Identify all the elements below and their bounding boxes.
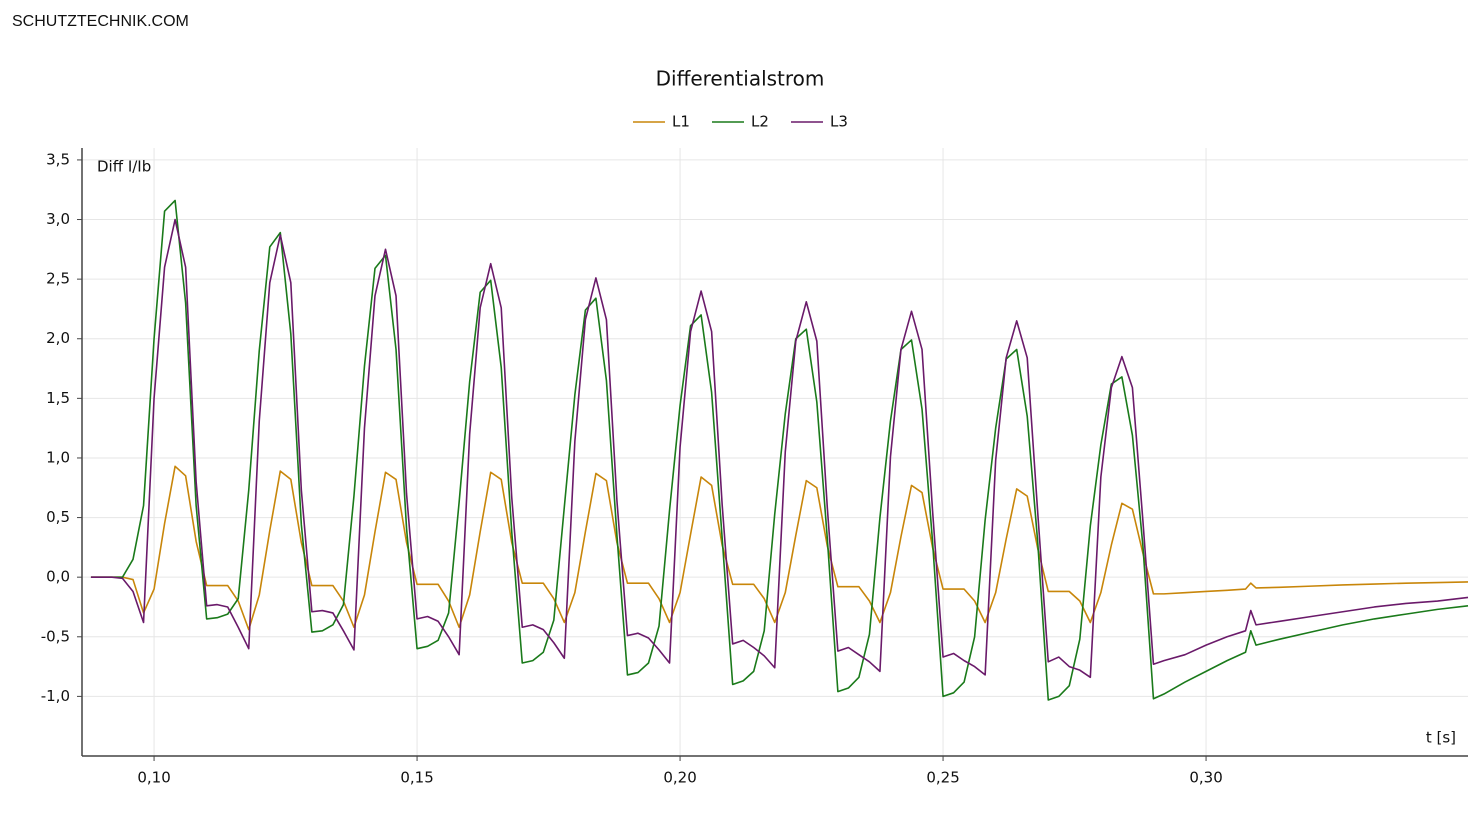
y-tick-label: -0,5 (41, 627, 70, 645)
y-tick-label: 2,0 (46, 329, 70, 347)
y-tick-label: 3,5 (46, 150, 70, 168)
y-tick-label: 0,0 (46, 568, 70, 586)
legend-label: L3 (830, 113, 848, 131)
x-tick-label: 0,20 (663, 769, 696, 787)
y-tick-label: 2,5 (46, 270, 70, 288)
y-tick-label: 3,0 (46, 210, 70, 228)
plot-area: -1,0 -0,5 0,0 0,5 1,0 1,5 2,0 2,5 3,0 3,5 0,10 0,15… (41, 121, 1469, 787)
x-tick-label: 0,15 (400, 769, 433, 787)
legend-label: L2 (751, 113, 769, 131)
y-tick-label: 1,5 (46, 389, 70, 407)
x-tick-label: 0,30 (1189, 769, 1222, 787)
x-tick-label: 0,25 (926, 769, 959, 787)
y-tick-label: -1,0 (41, 687, 70, 705)
watermark: SCHUTZTECHNIK.COM (12, 13, 189, 30)
chart-title: Differentialstrom (656, 67, 825, 91)
y-tick-label: 0,5 (46, 508, 70, 526)
series-line (90, 199, 1469, 701)
y-tick-label: 1,0 (46, 448, 70, 466)
y-axis-label: Diff I/Ib (97, 158, 151, 176)
legend-label: L1 (672, 113, 690, 131)
x-axis-label: t [s] (1426, 729, 1456, 747)
series-line (90, 218, 1469, 679)
x-tick-label: 0,10 (137, 769, 170, 787)
series-line (90, 465, 1469, 631)
